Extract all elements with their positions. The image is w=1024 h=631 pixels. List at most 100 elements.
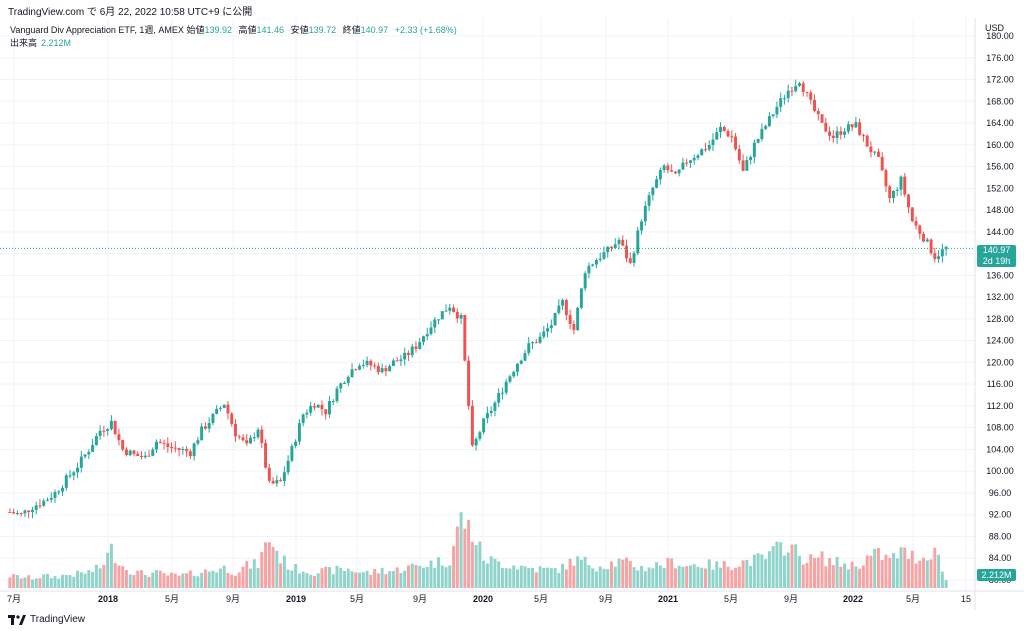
candle-body (813, 99, 816, 111)
brand-footer[interactable]: TradingView (8, 614, 85, 625)
x-tick-label: 2018 (98, 594, 118, 604)
volume-bar (79, 572, 83, 588)
y-tick-label: 156.00 (986, 162, 1014, 172)
volume-bar (752, 554, 756, 588)
candle-body (670, 170, 674, 172)
x-tick-label: 9月 (413, 594, 427, 604)
candle-body (903, 176, 907, 195)
volume-bar (876, 547, 880, 588)
volume-bar (775, 541, 779, 588)
volume-bar (437, 557, 440, 588)
candle-body (662, 165, 666, 171)
volume-bar (504, 568, 508, 588)
x-tick-label: 9月 (784, 594, 798, 604)
volume-bar (241, 566, 245, 588)
volume-bar (606, 569, 610, 588)
candle-body (546, 328, 550, 332)
volume-bar (384, 574, 388, 588)
candle-body (839, 131, 843, 135)
candle-body (557, 305, 561, 313)
volume-bar (782, 555, 786, 588)
volume-bar (425, 567, 429, 588)
volume-bar (489, 556, 493, 588)
volume-value: 2.212M (41, 38, 72, 48)
volume-bar (388, 571, 392, 588)
volume-bar (203, 569, 207, 588)
volume-bar (294, 564, 298, 588)
candle-body (700, 149, 704, 156)
y-tick-label: 104.00 (986, 444, 1014, 454)
price-chart[interactable]: 80.0084.0088.0092.0096.00100.00104.00108… (0, 18, 1024, 610)
candle-body (312, 406, 316, 408)
candle-body (880, 156, 884, 171)
volume-bar (455, 526, 459, 588)
candle-body (749, 157, 753, 161)
bar-countdown: 2d 19h (982, 256, 1011, 266)
volume-bar (873, 548, 877, 588)
volume-bar (685, 566, 689, 588)
candle-body (335, 388, 339, 402)
candle-body (767, 116, 771, 127)
candle-body (30, 509, 34, 513)
volume-bar (561, 563, 565, 588)
candle-body (914, 221, 918, 226)
candle-body (850, 124, 854, 128)
volume-bar (929, 559, 933, 588)
volume-bar (734, 567, 738, 588)
volume-bar (365, 570, 369, 588)
y-tick-label: 120.00 (986, 357, 1014, 367)
candle-body (113, 420, 117, 435)
candle-body (403, 352, 407, 360)
volume-bar (275, 550, 279, 588)
candle-body (779, 98, 783, 107)
candle-body (76, 467, 80, 473)
candle-body (346, 377, 350, 383)
volume-bar (726, 566, 730, 588)
volume-bar (478, 541, 482, 588)
candle-body (117, 434, 121, 441)
candle-body (895, 189, 899, 191)
volume-bar (305, 573, 309, 588)
volume-bar (816, 557, 820, 588)
candle-body (192, 443, 196, 457)
y-tick-label: 168.00 (986, 96, 1014, 106)
candle-body (290, 446, 294, 461)
volume-bar (222, 565, 226, 588)
volume-bar (786, 552, 790, 588)
volume-bar (820, 551, 824, 588)
x-tick-label: 5月 (906, 594, 920, 604)
volume-bar (809, 554, 813, 588)
volume-bar (655, 562, 659, 588)
candle-body (467, 360, 471, 406)
candle-body (899, 176, 903, 190)
candle-body (865, 135, 869, 147)
volume-bar (846, 569, 850, 588)
candle-body (940, 249, 944, 257)
candle-body (786, 90, 790, 99)
candle-body (388, 366, 392, 372)
volume-bar (196, 576, 200, 588)
volume-bar (771, 546, 775, 588)
volume-bar (865, 555, 869, 588)
candle-body (489, 410, 493, 414)
candle-body (782, 98, 786, 100)
candle-body (704, 149, 707, 151)
candle-body (572, 324, 576, 331)
volume-bar (282, 555, 286, 588)
candle-body (267, 467, 271, 481)
volume-bar (534, 572, 538, 588)
volume-bar (234, 575, 237, 588)
volume-bar (579, 559, 583, 588)
candle-body (602, 252, 606, 259)
volume-bar (418, 565, 422, 588)
volume-bar (666, 557, 670, 588)
volume-bar (937, 554, 941, 588)
candle-body (508, 376, 512, 382)
volume-bar (452, 546, 456, 588)
candle-body (264, 443, 268, 468)
candle-body (384, 368, 388, 372)
candle-body (523, 353, 527, 361)
volume-bar (68, 575, 72, 588)
volume-bars (8, 512, 948, 588)
candle-body (730, 136, 734, 138)
